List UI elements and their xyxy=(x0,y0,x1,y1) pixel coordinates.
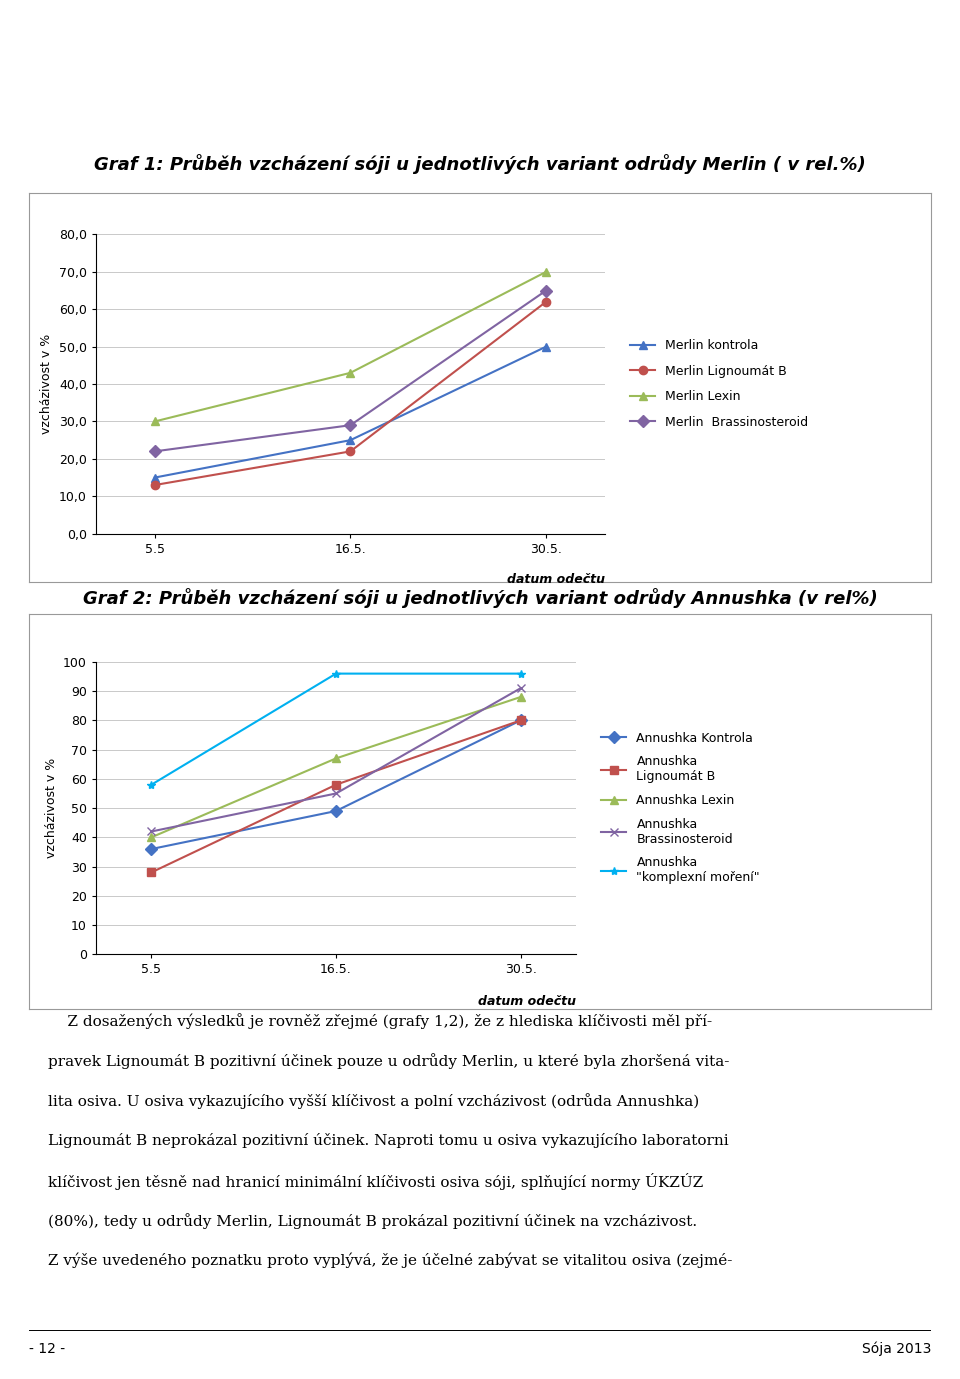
Text: pravek Lignoumát B pozitivní účinek pouze u odrůdy Merlin, u které byla zhoršená: pravek Lignoumát B pozitivní účinek pouz… xyxy=(48,1054,730,1069)
Legend: Merlin kontrola, Merlin Lignoumát B, Merlin Lexin, Merlin  Brassinosteroid: Merlin kontrola, Merlin Lignoumát B, Mer… xyxy=(631,339,808,429)
Text: Z dosažených výsledků je rovněž zřejmé (grafy 1,2), že z hlediska klíčivosti měl: Z dosažených výsledků je rovněž zřejmé (… xyxy=(48,1014,712,1030)
Text: datum odečtu: datum odečtu xyxy=(478,996,576,1008)
Text: datum odečtu: datum odečtu xyxy=(507,572,605,586)
Text: lita osiva. U osiva vykazujícího vyšší klíčivost a polní vzcházivost (odrůda Ann: lita osiva. U osiva vykazujícího vyšší k… xyxy=(48,1094,699,1109)
Y-axis label: vzcházivost v %: vzcházivost v % xyxy=(40,334,54,434)
Text: (80%), tedy u odrůdy Merlin, Lignoumát B prokázal pozitivní účinek na vzcházivos: (80%), tedy u odrůdy Merlin, Lignoumát B… xyxy=(48,1214,697,1229)
Text: Graf 1: Průběh vzcházení sóji u jednotlivých variant odrůdy Merlin ( v rel.%): Graf 1: Průběh vzcházení sóji u jednotli… xyxy=(94,154,866,174)
Text: - 12 -: - 12 - xyxy=(29,1342,65,1356)
Legend: Annushka Kontrola, Annushka
Lignoumát B, Annushka Lexin, Annushka
Brassinosteroi: Annushka Kontrola, Annushka Lignoumát B,… xyxy=(602,732,760,884)
Text: klíčivost jen těsně nad hranicí minimální klíčivosti osiva sóji, splňující normy: klíčivost jen těsně nad hranicí minimáln… xyxy=(48,1174,704,1190)
Y-axis label: vzcházivost v %: vzcházivost v % xyxy=(44,758,58,858)
Text: Sója 2013: Sója 2013 xyxy=(862,1342,931,1357)
Text: Z výše uvedeného poznatku proto vyplývá, že je účelné zabývat se vitalitou osiva: Z výše uvedeného poznatku proto vyplývá,… xyxy=(48,1254,732,1269)
Text: Lignoumát B neprokázal pozitivní účinek. Naproti tomu u osiva vykazujícího labor: Lignoumát B neprokázal pozitivní účinek.… xyxy=(48,1134,729,1149)
Text: Graf 2: Průběh vzcházení sóji u jednotlivých variant odrůdy Annushka (v rel%): Graf 2: Průběh vzcházení sóji u jednotli… xyxy=(83,587,877,608)
